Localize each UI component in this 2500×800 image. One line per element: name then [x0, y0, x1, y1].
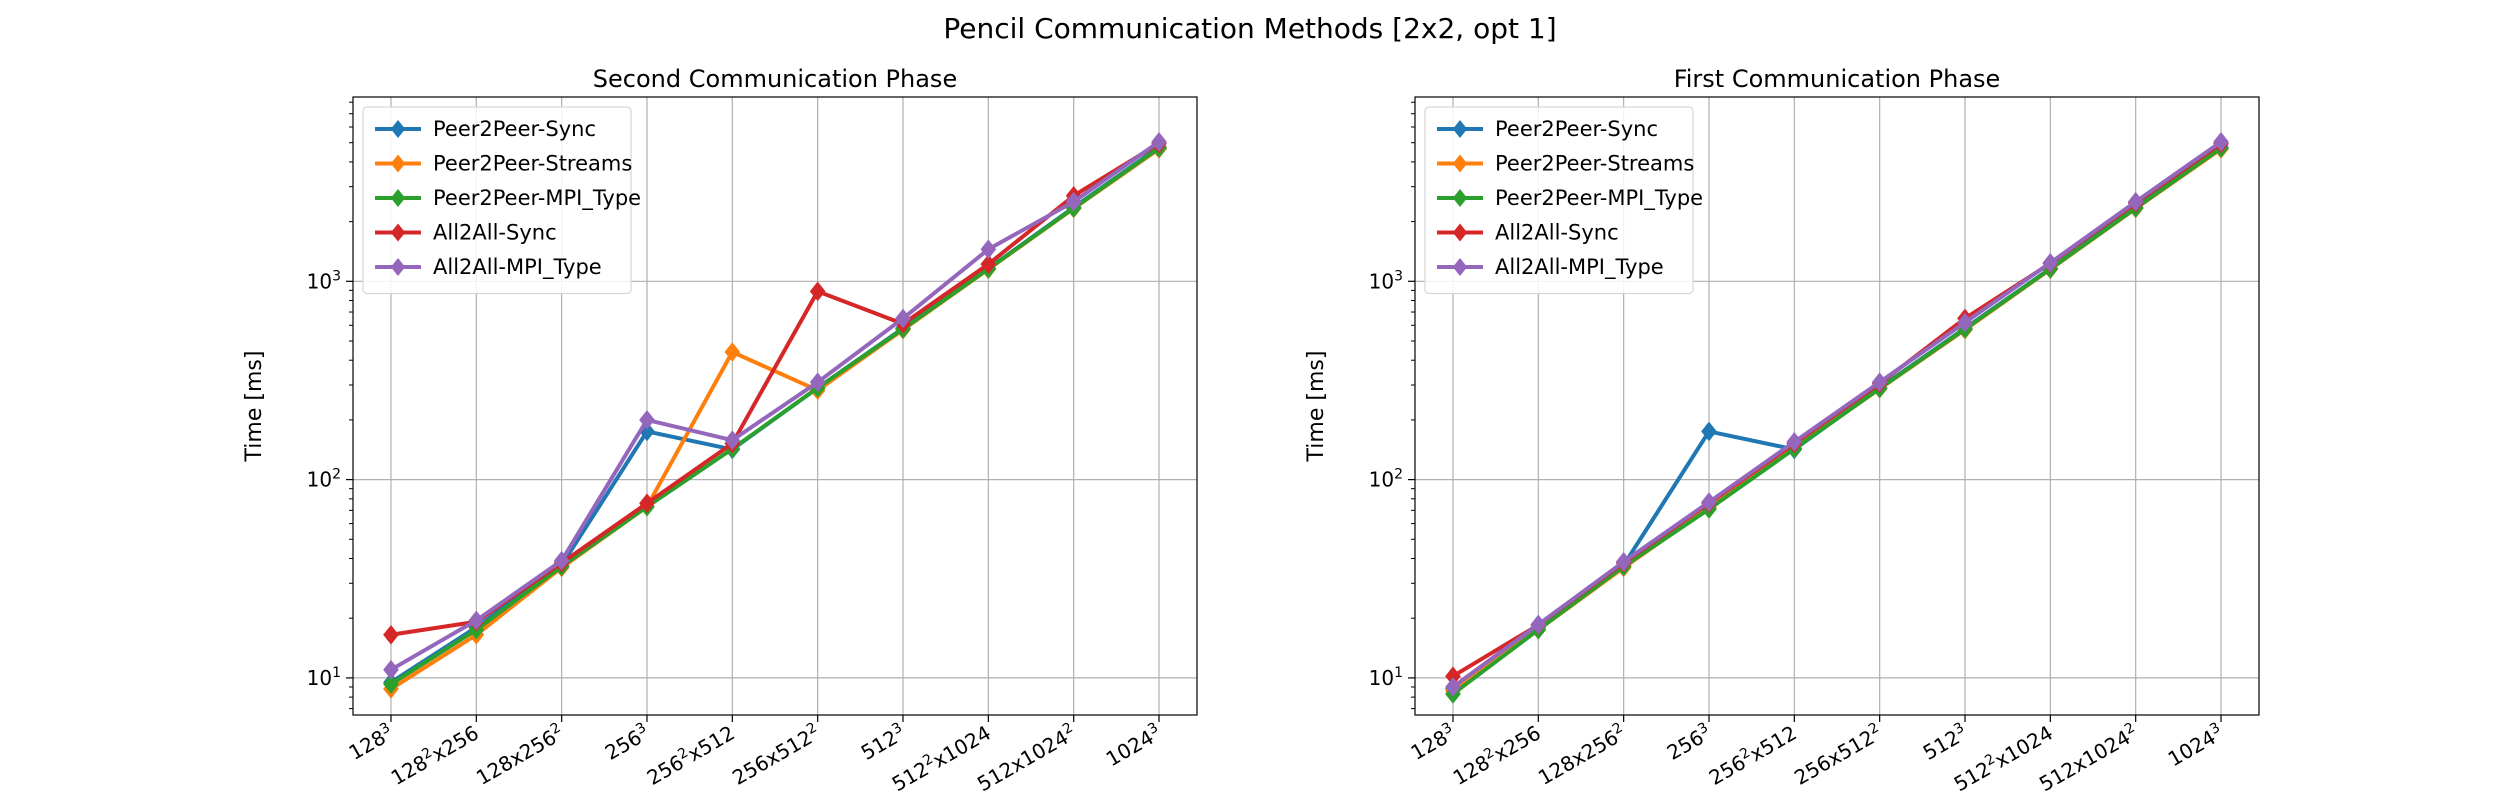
legend-item: All2All-MPI_Type	[375, 255, 602, 280]
y-tick-label: 101​	[307, 665, 341, 690]
legend-label: Peer2Peer-Streams	[1495, 152, 1694, 176]
data-point	[980, 239, 997, 260]
legend-label: Peer2Peer-MPI_Type	[433, 186, 641, 211]
data-point	[980, 254, 997, 274]
data-point	[1957, 312, 1973, 333]
series-line	[389, 146, 1161, 686]
data-point	[2042, 252, 2059, 273]
series-line	[1451, 146, 2223, 696]
y-axis-label: Time [ms]	[1304, 351, 1329, 463]
data-point	[639, 493, 655, 514]
data-point	[724, 430, 741, 451]
series-all2all-mpi_type	[383, 132, 1167, 680]
legend-marker	[390, 223, 406, 242]
y-minor-ticks	[349, 101, 353, 710]
legend-box	[362, 106, 632, 295]
legend: Peer2Peer-Sync Peer2Peer-Streams Peer2Peer…	[362, 106, 641, 295]
legend-label: Peer2Peer-Sync	[1495, 117, 1658, 141]
y-axis-label: Time [ms]	[242, 351, 267, 463]
series-line	[389, 140, 1161, 672]
legend-label: Peer2Peer-Streams	[433, 152, 632, 176]
panel-title: First Communication Phase	[1674, 65, 2001, 93]
legend-label: All2All-MPI_Type	[433, 255, 602, 280]
data-point	[1786, 432, 1803, 452]
series-all2all-mpi_type	[1445, 132, 2229, 697]
data-point	[1701, 421, 1717, 442]
data-point	[468, 610, 485, 631]
legend-item: Peer2Peer-Streams	[375, 152, 632, 176]
legend-label: All2All-MPI_Type	[1495, 255, 1664, 280]
legend-marker	[390, 120, 406, 138]
legend-box	[1424, 106, 1694, 295]
figure-title: Pencil Communication Methods [2x2, opt 1…	[943, 12, 1556, 45]
y-tick-label: 102​	[307, 467, 341, 492]
legend-item: Peer2Peer-Sync	[375, 117, 596, 141]
y-tick-label: 101​	[1369, 665, 1403, 690]
y-minor-ticks	[1411, 101, 1415, 710]
legend-label: Peer2Peer-Sync	[433, 117, 596, 141]
legend-label: All2All-Sync	[1495, 221, 1619, 245]
data-point	[2127, 191, 2144, 212]
data-point	[383, 624, 399, 645]
legend-marker	[390, 154, 406, 173]
data-point	[2213, 132, 2229, 152]
series-line	[1451, 140, 2223, 689]
legend-item: Peer2Peer-Sync	[1437, 117, 1658, 141]
plot-frame	[352, 96, 1198, 716]
legend-item: All2All-Sync	[1437, 221, 1619, 245]
data-point	[724, 342, 741, 362]
data-point	[1615, 552, 1632, 572]
legend-label: All2All-Sync	[433, 221, 557, 245]
data-point	[383, 659, 399, 680]
legend-marker	[390, 258, 406, 276]
legend-item: All2All-MPI_Type	[1437, 255, 1664, 280]
legend-marker	[1452, 258, 1468, 276]
legend-item: Peer2Peer-Streams	[1437, 152, 1694, 176]
legend-label: Peer2Peer-MPI_Type	[1495, 186, 1703, 211]
legend-item: All2All-Sync	[375, 221, 557, 245]
data-point	[383, 674, 399, 694]
data-point	[553, 550, 570, 571]
legend-marker	[390, 189, 406, 207]
panel-title: Second Communication Phase	[593, 65, 957, 93]
data-point	[639, 410, 655, 430]
data-point	[1151, 132, 1167, 152]
data-point	[1701, 492, 1717, 512]
legend-marker	[1452, 189, 1468, 207]
data-point	[809, 281, 826, 302]
legend: Peer2Peer-Sync Peer2Peer-Streams Peer2Peer…	[1424, 106, 1703, 295]
plot-frame	[1414, 96, 2260, 716]
y-tick-label: 103​	[307, 268, 341, 293]
legend-marker	[1452, 120, 1468, 138]
data-point	[809, 372, 826, 392]
legend-marker	[1452, 154, 1468, 173]
x-tick-label: 5123​	[1918, 720, 1971, 765]
legend-item: Peer2Peer-MPI_Type	[1437, 186, 1703, 211]
data-point	[1530, 614, 1547, 635]
legend-item: Peer2Peer-MPI_Type	[375, 186, 641, 211]
legend-marker	[1452, 223, 1468, 242]
data-point	[1065, 191, 1082, 212]
data-point	[895, 308, 911, 329]
data-point	[1445, 677, 1461, 697]
y-tick-label: 102​	[1369, 467, 1403, 492]
data-point	[1871, 372, 1888, 392]
y-tick-label: 103​	[1369, 268, 1403, 293]
